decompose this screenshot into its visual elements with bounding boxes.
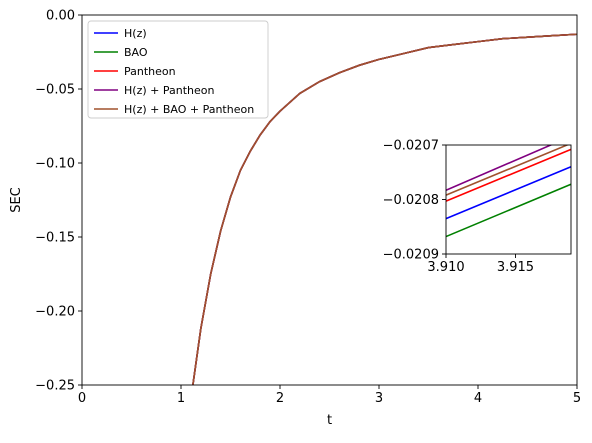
legend-box xyxy=(87,20,269,119)
main-plot: 0 1 2 3 4 5 0.00 −0.05 −0.10 −0.15 −0.20 −0.25 t SEC xyxy=(9,9,581,429)
y-tick-label: −0.05 xyxy=(35,83,75,98)
y-tick-label: −0.10 xyxy=(35,157,75,172)
series-line-h-z-bao-pantheon xyxy=(192,33,577,385)
legend-label: H(z) xyxy=(124,27,147,40)
legend-item-bao: BAO xyxy=(94,46,148,59)
y-axis-label: SEC xyxy=(9,187,24,213)
legend-item-h-z: H(z) xyxy=(94,27,147,40)
x-axis-label: t xyxy=(327,413,332,428)
inset-y-tick-label: −0.0207 xyxy=(383,139,439,154)
legend-item-pantheon: Pantheon xyxy=(94,65,176,78)
inset-plot: 3.910 3.915 −0.0207 −0.0208 −0.0209 xyxy=(383,139,572,275)
legend-label: BAO xyxy=(124,46,148,59)
inset-series-line-bao xyxy=(446,183,571,238)
legend-item-h-z-bao-pantheon: H(z) + BAO + Pantheon xyxy=(94,103,254,116)
inset-background xyxy=(446,145,571,254)
x-tick-label: 5 xyxy=(573,391,581,406)
main-series-group xyxy=(192,33,577,385)
inset-series-line-h-z-bao-pantheon xyxy=(446,145,570,196)
y-tick-label: 0.00 xyxy=(46,9,75,24)
x-tick-label: 4 xyxy=(474,391,482,406)
inset-y-tick-label: −0.0208 xyxy=(383,193,439,208)
legend-label: H(z) + BAO + Pantheon xyxy=(124,103,254,116)
x-tick-label: 3 xyxy=(375,391,383,406)
legend-label: Pantheon xyxy=(124,65,176,78)
y-tick-label: −0.20 xyxy=(35,305,75,320)
inset-series-line-h-z xyxy=(446,166,571,220)
inset-series-line-pantheon xyxy=(446,148,571,202)
legend-item-h-z-pantheon: H(z) + Pantheon xyxy=(94,84,214,97)
main-plot-frame xyxy=(81,14,578,386)
inset-x-tick-label: 3.915 xyxy=(497,260,534,275)
inset-x-tick-label: 3.910 xyxy=(427,260,464,275)
legend: H(z) BAO Pantheon H(z) + Pantheon H(z) + BAO… xyxy=(87,20,269,119)
y-tick-label: −0.25 xyxy=(35,379,75,394)
legend-label: H(z) + Pantheon xyxy=(124,84,214,97)
inset-y-tick-label: −0.0209 xyxy=(383,248,439,263)
x-tick-label: 0 xyxy=(78,391,86,406)
x-tick-label: 1 xyxy=(177,391,185,406)
x-tick-label: 2 xyxy=(276,391,284,406)
y-tick-label: −0.15 xyxy=(35,231,75,246)
